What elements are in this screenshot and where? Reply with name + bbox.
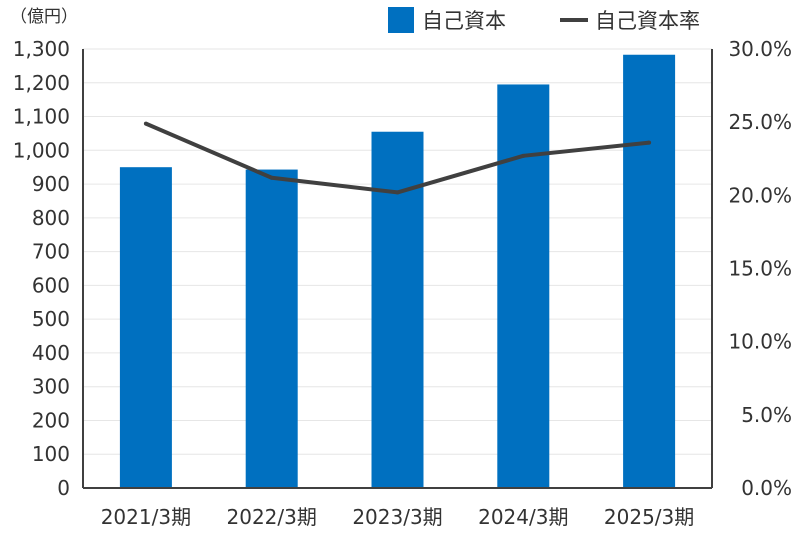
bar	[245, 169, 298, 488]
right-tick-label: 15.0%	[728, 257, 792, 281]
right-tick-label: 30.0%	[728, 37, 792, 61]
unit-label: （億円）	[10, 7, 78, 27]
legend-bar-label: 自己資本	[422, 9, 506, 33]
x-tick-label: 2024/3期	[478, 505, 568, 529]
left-tick-label: 1,200	[13, 71, 70, 95]
x-tick-label: 2023/3期	[352, 505, 442, 529]
left-tick-label: 100	[32, 442, 70, 466]
right-axis-ticks: 0.0% 5.0% 10.0% 15.0% 20.0% 25.0% 30.0%	[728, 37, 792, 500]
left-tick-label: 400	[32, 341, 70, 365]
line-series	[143, 121, 652, 195]
left-tick-label: 1,000	[13, 138, 70, 162]
right-tick-label: 20.0%	[728, 183, 792, 207]
x-axis-ticks: 2021/3期 2022/3期 2023/3期 2024/3期 2025/3期	[101, 505, 695, 529]
left-axis-ticks: 0 100 200 300 400 500 600 700 800 900 1,000 1,100 1,…	[13, 37, 70, 500]
right-tick-label: 10.0%	[728, 330, 792, 354]
right-tick-label: 25.0%	[728, 110, 792, 134]
bar	[623, 54, 676, 488]
left-tick-label: 200	[32, 408, 70, 432]
line-point	[395, 190, 400, 195]
left-tick-label: 1,300	[13, 37, 70, 61]
bar	[119, 167, 172, 488]
right-tick-label: 5.0%	[741, 403, 792, 427]
legend-line-label: 自己資本率	[595, 9, 700, 33]
left-tick-label: 0	[57, 476, 70, 500]
bar	[497, 84, 550, 488]
left-tick-label: 300	[32, 375, 70, 399]
left-tick-label: 1,100	[13, 105, 70, 129]
line-point	[647, 140, 652, 145]
x-tick-label: 2021/3期	[101, 505, 191, 529]
left-tick-label: 500	[32, 307, 70, 331]
line-point	[269, 175, 274, 180]
left-tick-label: 800	[32, 206, 70, 230]
legend-bar-swatch	[388, 7, 414, 33]
left-tick-label: 600	[32, 273, 70, 297]
line-point	[521, 153, 526, 158]
left-tick-label: 900	[32, 172, 70, 196]
right-tick-label: 0.0%	[741, 476, 792, 500]
left-tick-label: 700	[32, 240, 70, 264]
line-point	[143, 121, 148, 126]
x-tick-label: 2025/3期	[604, 505, 694, 529]
bar-series	[119, 54, 676, 488]
legend: 自己資本 自己資本率	[388, 7, 700, 33]
x-tick-label: 2022/3期	[227, 505, 317, 529]
axes	[82, 49, 713, 489]
